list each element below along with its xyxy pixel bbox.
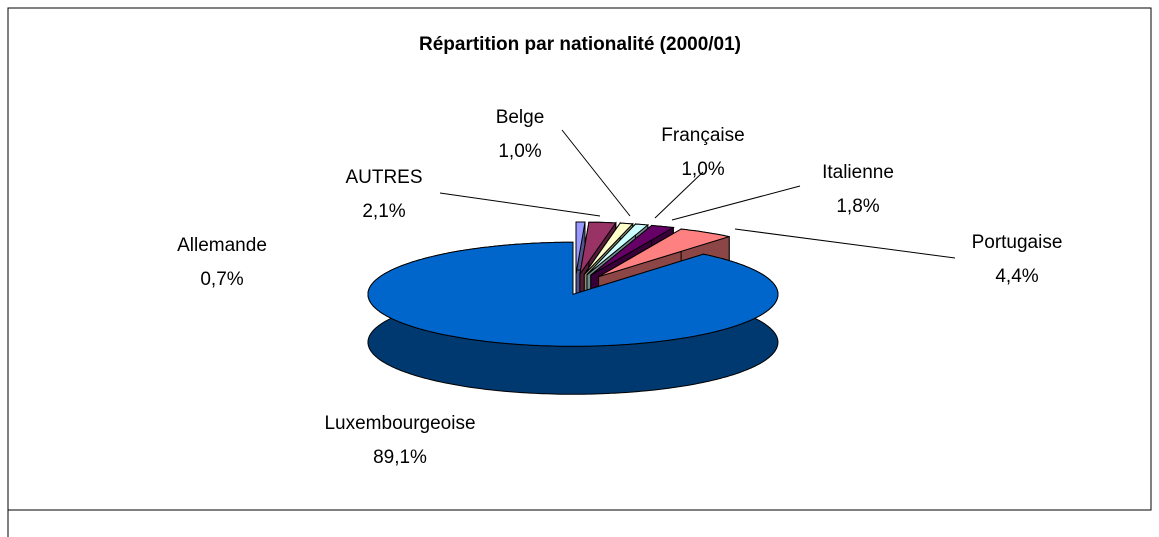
value-label: 2,1%: [362, 201, 405, 222]
slice-label: Belge: [496, 107, 545, 128]
value-label: 0,7%: [200, 269, 243, 290]
slice-label: Portugaise: [972, 232, 1063, 253]
slice-label: Allemande: [177, 235, 267, 256]
leader-line: [439, 192, 601, 217]
slice: [586, 223, 650, 276]
slice-label: Luxembourgeoise: [324, 413, 475, 434]
value-label: 4,4%: [995, 266, 1038, 287]
slice-label: Italienne: [822, 162, 894, 183]
slice: [579, 221, 617, 275]
slice: [575, 221, 586, 275]
slice-label: AUTRES: [345, 167, 422, 188]
slice-label: Française: [661, 125, 744, 146]
value-label: 1,0%: [681, 159, 724, 180]
chart-title: Répartition par nationalité (2000/01): [419, 34, 741, 55]
value-label: 89,1%: [373, 447, 427, 468]
slice: [598, 228, 730, 278]
leader-line: [671, 185, 801, 221]
value-label: 1,0%: [498, 141, 541, 162]
leader-line: [734, 228, 956, 259]
leader-line: [654, 171, 704, 219]
slice: [367, 241, 779, 347]
slice: [583, 222, 634, 275]
slice: [590, 224, 675, 276]
leader-line: [561, 129, 631, 217]
value-label: 1,8%: [836, 196, 879, 217]
